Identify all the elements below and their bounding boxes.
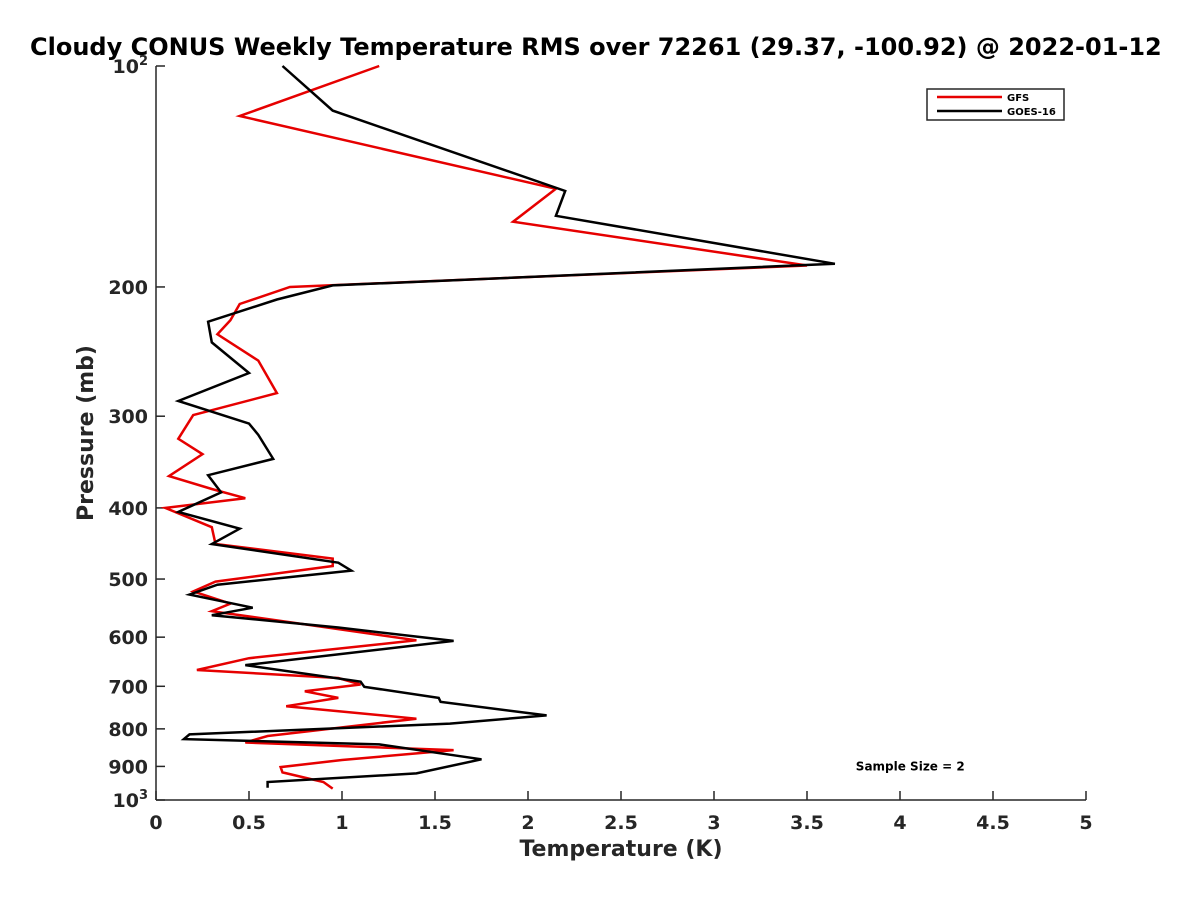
y-tick-label: 200 (108, 277, 148, 299)
x-tick-label: 4 (893, 812, 906, 834)
chart-title: Cloudy CONUS Weekly Temperature RMS over… (30, 33, 1162, 61)
series-group (160, 64, 836, 790)
legend-label: GOES-16 (1007, 107, 1056, 118)
legend-label: GFS (1007, 93, 1029, 104)
y-tick-label: 103 (113, 788, 149, 812)
y-tick-label: 400 (108, 498, 148, 520)
x-tick-label: 2 (521, 812, 534, 834)
y-tick-label: 800 (108, 719, 148, 741)
x-tick-label: 3.5 (790, 812, 824, 834)
y-tick-label: 700 (108, 676, 148, 698)
x-tick-label: 1 (335, 812, 348, 834)
y-axis-label: Pressure (mb) (74, 345, 99, 521)
legend-box (926, 88, 1065, 121)
series-line-goes-16 (174, 65, 836, 788)
x-axis-ticks: 0 0.5 1 1.5 2 2.5 3 3.5 4 4.5 5 (149, 791, 1093, 834)
y-tick-label: 500 (108, 569, 148, 591)
x-tick-label: 1.5 (418, 812, 452, 834)
x-tick-label: 0 (149, 812, 162, 834)
x-axis-label: Temperature (K) (519, 837, 722, 862)
x-tick-label: 5 (1079, 812, 1092, 834)
series-line-gfs (160, 64, 808, 790)
y-tick-label: 900 (108, 756, 148, 778)
x-tick-label: 3 (707, 812, 720, 834)
x-tick-label: 4.5 (976, 812, 1010, 834)
y-tick-label: 102 (113, 54, 149, 78)
sample-size-annotation: Sample Size = 2 (856, 759, 965, 773)
annotations: Sample Size = 2 (856, 759, 965, 773)
x-tick-label: 0.5 (232, 812, 266, 834)
y-tick-label: 600 (108, 627, 148, 649)
y-tick-label: 300 (108, 406, 148, 428)
x-tick-label: 2.5 (604, 812, 638, 834)
legend: GFS GOES-16 (926, 88, 1065, 121)
y-axis-ticks: 102 200 300 400 500 600 700 800 900 103 (108, 54, 165, 812)
